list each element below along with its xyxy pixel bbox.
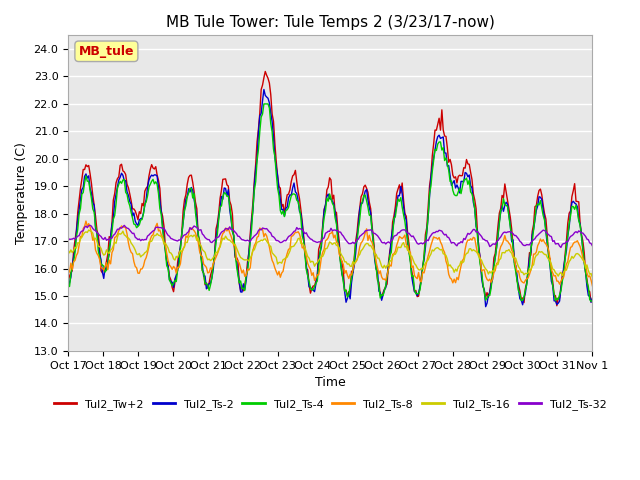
Tul2_Ts-32 (86, 222, 94, 228)
Tul2_Ts-8 (64, 269, 72, 275)
Tul2_Ts-16 (82, 229, 90, 235)
Tul2_Tw+2 (335, 239, 343, 244)
Tul2_Ts-4 (517, 298, 525, 303)
Tul2_Ts-8 (83, 224, 91, 229)
Tul2_Tw+2 (440, 127, 447, 133)
Tul2_Ts-32 (440, 230, 447, 236)
Tul2_Ts-4 (589, 298, 596, 304)
Tul2_Ts-2 (82, 171, 90, 177)
Legend: Tul2_Tw+2, Tul2_Ts-2, Tul2_Ts-4, Tul2_Ts-8, Tul2_Ts-16, Tul2_Ts-32: Tul2_Tw+2, Tul2_Ts-2, Tul2_Ts-4, Tul2_Ts… (50, 395, 611, 415)
Tul2_Ts-4 (586, 297, 593, 302)
Tul2_Ts-32 (588, 240, 595, 246)
Tul2_Ts-2 (335, 242, 343, 248)
Tul2_Tw+2 (261, 69, 269, 74)
Tul2_Ts-32 (82, 223, 90, 229)
Y-axis label: Temperature (C): Temperature (C) (15, 142, 28, 244)
Tul2_Ts-8 (589, 283, 596, 289)
Tul2_Tw+2 (517, 297, 525, 302)
Tul2_Tw+2 (64, 278, 72, 284)
Tul2_Ts-16 (589, 275, 596, 280)
Tul2_Ts-32 (517, 240, 525, 245)
Tul2_Ts-2 (260, 86, 268, 92)
Line: Tul2_Ts-32: Tul2_Ts-32 (68, 225, 593, 247)
Line: Tul2_Ts-8: Tul2_Ts-8 (68, 221, 593, 286)
X-axis label: Time: Time (315, 376, 346, 389)
Line: Tul2_Ts-16: Tul2_Ts-16 (68, 230, 593, 277)
Tul2_Ts-16 (440, 251, 447, 257)
Tul2_Ts-8 (82, 218, 90, 224)
Tul2_Ts-8 (100, 267, 108, 273)
Tul2_Ts-8 (517, 278, 525, 284)
Tul2_Ts-4 (99, 262, 106, 268)
Tul2_Tw+2 (589, 296, 596, 301)
Tul2_Ts-32 (64, 235, 72, 241)
Tul2_Ts-2 (64, 285, 72, 290)
Tul2_Ts-2 (589, 295, 596, 301)
Tul2_Ts-2 (440, 134, 447, 140)
Tul2_Tw+2 (588, 299, 595, 305)
Tul2_Ts-4 (588, 299, 595, 304)
Text: MB_tule: MB_tule (79, 45, 134, 58)
Tul2_Ts-16 (335, 245, 343, 251)
Tul2_Ts-32 (100, 237, 108, 242)
Tul2_Ts-16 (64, 247, 72, 253)
Tul2_Ts-32 (335, 229, 343, 235)
Tul2_Ts-4 (64, 284, 72, 289)
Tul2_Ts-2 (588, 300, 595, 305)
Title: MB Tule Tower: Tule Temps 2 (3/23/17-now): MB Tule Tower: Tule Temps 2 (3/23/17-now… (166, 15, 495, 30)
Tul2_Ts-16 (517, 269, 525, 275)
Tul2_Ts-32 (589, 243, 596, 249)
Tul2_Tw+2 (99, 270, 106, 276)
Tul2_Ts-8 (335, 251, 343, 257)
Line: Tul2_Ts-4: Tul2_Ts-4 (68, 104, 593, 301)
Tul2_Tw+2 (82, 162, 90, 168)
Tul2_Ts-4 (260, 101, 268, 107)
Tul2_Tw+2 (553, 303, 561, 309)
Tul2_Ts-16 (100, 252, 108, 258)
Line: Tul2_Ts-2: Tul2_Ts-2 (68, 89, 593, 307)
Line: Tul2_Tw+2: Tul2_Tw+2 (68, 72, 593, 306)
Tul2_Ts-8 (440, 247, 447, 252)
Tul2_Ts-8 (586, 273, 593, 279)
Tul2_Ts-2 (482, 304, 490, 310)
Tul2_Ts-16 (586, 271, 593, 277)
Tul2_Ts-2 (519, 302, 527, 308)
Tul2_Ts-32 (557, 244, 564, 250)
Tul2_Ts-4 (335, 247, 343, 252)
Tul2_Ts-2 (99, 269, 106, 275)
Tul2_Ts-4 (82, 173, 90, 179)
Tul2_Ts-4 (440, 145, 447, 151)
Tul2_Ts-16 (85, 227, 93, 233)
